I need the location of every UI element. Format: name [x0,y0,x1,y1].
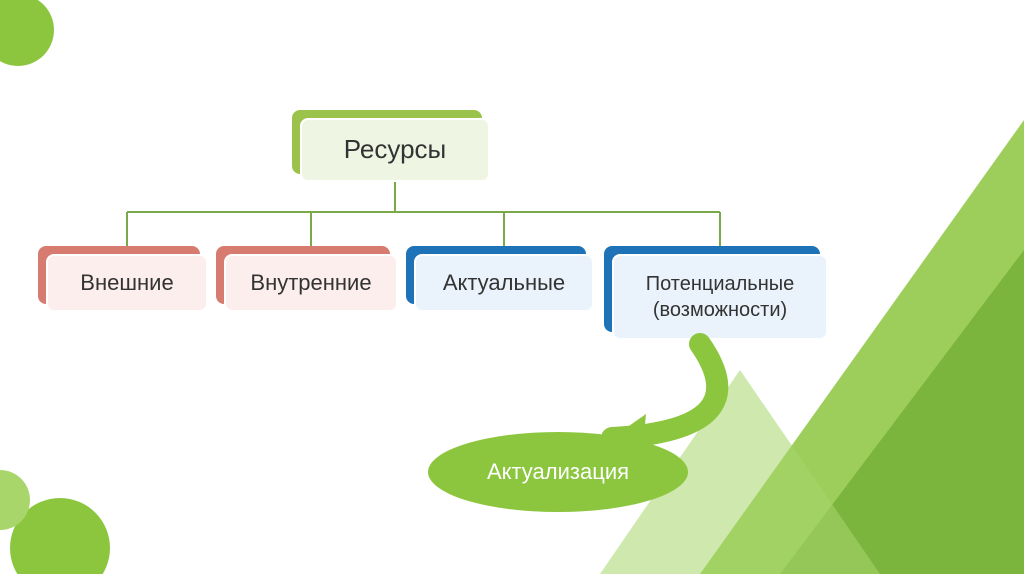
curved-arrow [0,0,1024,574]
